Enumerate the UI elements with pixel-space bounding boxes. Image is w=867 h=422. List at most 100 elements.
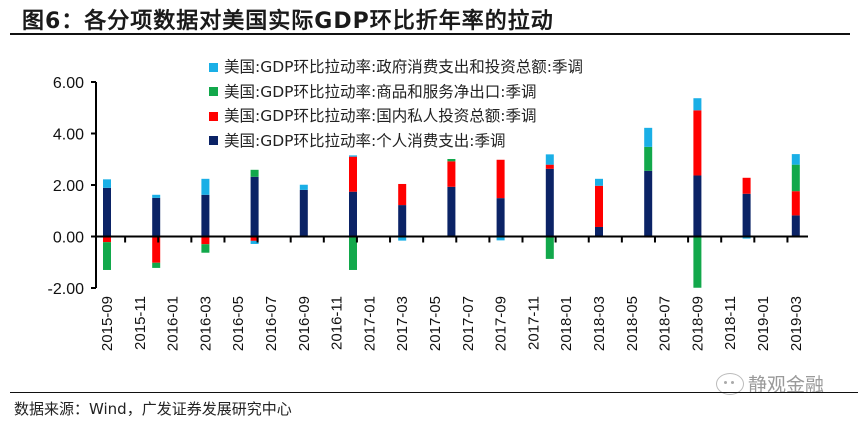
bar-segment-net-exports <box>791 164 800 192</box>
bar-segment-government <box>644 127 653 147</box>
bar-segment-investment <box>201 236 210 245</box>
legend-item-net-exports: 美国:GDP环比拉动率:商品和服务净出口:季调 <box>209 80 583 105</box>
bar-segment-investment <box>595 185 603 227</box>
bar-segment-net-exports <box>103 242 111 270</box>
bar-segment-investment <box>791 191 800 216</box>
bar-segment-consumption <box>349 191 357 237</box>
watermark-text: 静观金融 <box>748 374 825 396</box>
bar-segment-government <box>545 154 554 165</box>
legend-item-government: 美国:GDP环比拉动率:政府消费支出和投资总额:季调 <box>209 55 583 80</box>
bar-segment-investment <box>693 110 702 176</box>
bar-segment-net-exports <box>447 158 456 162</box>
watermark: 静观金融 <box>716 370 824 397</box>
bar-segment-investment <box>545 164 554 169</box>
x-tick-label: 2018-05 <box>624 296 641 351</box>
x-tick-label: 2016-07 <box>263 296 280 351</box>
x-tick-label: 2018-11 <box>722 296 739 350</box>
x-tick-label: 2019-01 <box>755 296 772 351</box>
bar-segment-consumption <box>447 186 456 237</box>
bar-segment-consumption <box>201 194 210 237</box>
x-tick-label: 2018-09 <box>689 296 706 351</box>
bar-segment-investment <box>496 159 505 199</box>
bar-segment-government <box>693 98 702 111</box>
x-tick-label: 2018-01 <box>558 296 575 351</box>
bar-segment-government <box>742 236 751 239</box>
x-tick-label: 2017-09 <box>493 296 510 351</box>
legend-swatch-investment <box>209 111 218 121</box>
bar-segment-net-exports <box>250 169 259 177</box>
bar-segment-net-exports <box>349 236 357 270</box>
x-tick-label: 2017-03 <box>394 296 411 351</box>
bar-segment-government <box>496 236 505 241</box>
x-tick-label: 2016-03 <box>197 296 214 351</box>
bar-segment-government <box>595 178 603 186</box>
x-tick-label: 2016-09 <box>296 296 313 351</box>
x-tick-label: 2016-11 <box>329 296 346 350</box>
bar-segment-net-exports <box>693 236 702 288</box>
legend-swatch-government <box>209 62 218 72</box>
wechat-logo-icon <box>716 372 744 395</box>
data-source: 数据来源：Wind，广发证券发展研究中心 <box>14 400 292 418</box>
y-tick-label: -2.00 <box>48 281 85 298</box>
bar-segment-consumption <box>595 226 603 237</box>
x-tick-label: 2018-03 <box>591 296 608 351</box>
chart-title: 图6：各分项数据对美国实际GDP环比折年率的拉动 <box>22 9 554 34</box>
bar-segment-government <box>791 154 800 165</box>
legend-item-consumption: 美国:GDP环比拉动率:个人消费支出:季调 <box>209 129 583 154</box>
footer-divider <box>10 392 858 393</box>
x-tick-label: 2016-01 <box>165 296 182 351</box>
chart-legend: 美国:GDP环比拉动率:政府消费支出和投资总额:季调 美国:GDP环比拉动率:商… <box>209 55 583 153</box>
bar-segment-net-exports <box>152 262 161 268</box>
x-tick-label: 2017-01 <box>361 296 378 351</box>
y-tick-label: 4.00 <box>53 127 84 144</box>
x-tick-label: 2015-09 <box>99 296 116 351</box>
bar-segment-consumption <box>742 193 751 237</box>
bar-segment-investment <box>742 177 751 194</box>
legend-label-investment: 美国:GDP环比拉动率:国内私人投资总额:季调 <box>224 107 537 125</box>
bar-segment-consumption <box>250 176 259 237</box>
bar-segment-investment <box>349 156 357 192</box>
bar-segment-net-exports <box>644 146 653 171</box>
legend-swatch-net-exports <box>209 87 218 97</box>
legend-label-net-exports: 美国:GDP环比拉动率:商品和服务净出口:季调 <box>224 82 537 101</box>
bar-segment-government <box>398 236 407 241</box>
x-tick-label: 2019-03 <box>788 296 805 351</box>
title-divider <box>10 33 850 35</box>
legend-label-government: 美国:GDP环比拉动率:政府消费支出和投资总额:季调 <box>224 58 583 76</box>
y-tick-label: 2.00 <box>53 178 84 195</box>
bar-segment-investment <box>398 183 407 206</box>
bar-segment-government <box>152 194 161 198</box>
legend-label-consumption: 美国:GDP环比拉动率:个人消费支出:季调 <box>224 131 506 150</box>
legend-item-investment: 美国:GDP环比拉动率:国内私人投资总额:季调 <box>209 104 583 129</box>
bar-segment-consumption <box>103 187 111 237</box>
bar-segment-investment <box>447 161 456 187</box>
bar-segment-consumption <box>496 198 505 237</box>
bar-segment-investment <box>152 236 161 263</box>
y-tick-label: 6.00 <box>53 75 84 92</box>
bar-segment-government <box>349 155 357 157</box>
bar-segment-consumption <box>644 170 653 237</box>
bar-segment-government <box>299 184 308 190</box>
bar-segment-consumption <box>398 205 407 237</box>
x-tick-label: 2017-05 <box>427 296 444 351</box>
y-tick-label: 0.00 <box>53 230 84 247</box>
bar-segment-consumption <box>152 197 161 237</box>
x-tick-label: 2018-07 <box>657 296 674 351</box>
bar-segment-government <box>250 240 259 244</box>
bar-segment-consumption <box>299 189 308 237</box>
bar-segment-consumption <box>791 215 800 237</box>
legend-swatch-consumption <box>209 136 218 146</box>
bar-segment-net-exports <box>545 236 554 259</box>
x-tick-label: 2015-11 <box>132 296 149 350</box>
bar-segment-government <box>201 178 210 195</box>
x-tick-label: 2017-07 <box>460 296 477 351</box>
bar-segment-government <box>103 179 111 188</box>
bar-segment-consumption <box>545 168 554 237</box>
bar-segment-consumption <box>693 175 702 237</box>
bar-segment-investment <box>103 236 111 243</box>
bar-segment-net-exports <box>201 244 210 253</box>
x-tick-label: 2017-11 <box>525 296 542 350</box>
x-tick-label: 2016-05 <box>230 296 247 351</box>
stacked-bar-chart: -2.00 0.00 2.00 4.00 6.00 2015-09 2015-11 2016-… <box>48 75 808 351</box>
bar-segment-investment <box>250 236 259 241</box>
